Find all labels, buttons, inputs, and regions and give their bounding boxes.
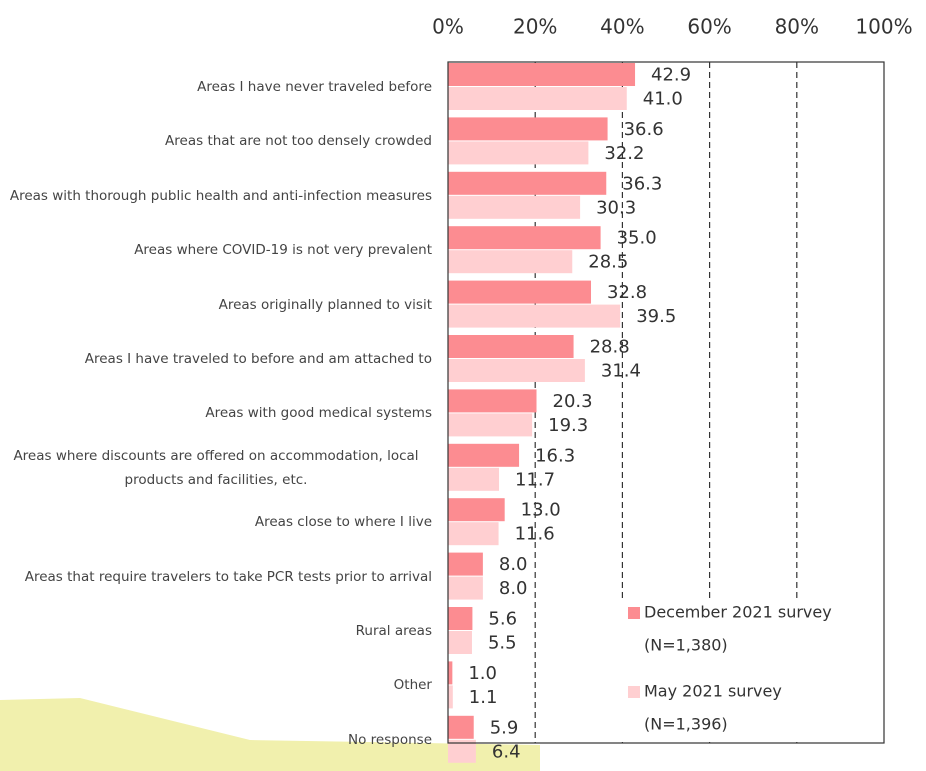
bar — [448, 141, 589, 165]
category-text: Areas originally planned to visit — [218, 296, 432, 313]
category-label: Areas where discounts are offered on acc… — [0, 444, 432, 492]
bar — [448, 552, 483, 576]
bar — [448, 522, 499, 546]
legend-swatch — [628, 686, 640, 698]
bar — [448, 117, 608, 141]
bar — [448, 359, 585, 382]
category-text: Areas I have never traveled before — [197, 79, 432, 95]
bar — [448, 739, 476, 763]
legend-label: May 2021 survey — [644, 682, 782, 701]
value-label: 28.8 — [590, 337, 630, 358]
bar — [448, 280, 592, 304]
value-label: 28.5 — [588, 252, 628, 273]
value-label: 20.3 — [553, 391, 593, 412]
category-text: Areas close to where I live — [254, 514, 432, 531]
bar — [448, 226, 601, 250]
value-label: 5.6 — [488, 609, 517, 630]
bar — [448, 87, 627, 110]
category-text: Areas with thorough public health and an… — [9, 187, 432, 204]
x-tick-label: 60% — [687, 15, 731, 39]
legend-label: December 2021 survey — [644, 603, 832, 622]
bar — [448, 685, 453, 709]
bar — [448, 443, 520, 467]
x-tick-label: 100% — [855, 15, 912, 39]
category-text: Areas with good medical systems — [205, 405, 432, 422]
category-text: Rural areas — [355, 623, 432, 639]
value-label: 6.4 — [492, 741, 521, 762]
bar — [448, 631, 472, 654]
legend-swatch — [628, 607, 640, 619]
category-text: Areas where COVID-19 is not very prevale… — [134, 242, 432, 259]
category-text: No response — [348, 731, 432, 748]
category-text: Areas that require travelers to take PCR… — [24, 568, 432, 585]
value-label: 8.0 — [499, 554, 528, 575]
value-label: 32.8 — [607, 282, 647, 303]
value-label: 32.2 — [604, 143, 644, 164]
value-label: 16.3 — [535, 445, 575, 466]
category-label: Rural areas — [0, 619, 432, 643]
category-label: Areas with thorough public health and an… — [0, 184, 432, 208]
category-text: Areas I have traveled to before and am a… — [84, 351, 432, 367]
category-text: Other — [393, 677, 432, 694]
value-label: 41.0 — [643, 89, 683, 110]
bar — [448, 661, 453, 685]
decoration — [0, 698, 540, 771]
category-text: Areas where discounts are offered on acc… — [13, 447, 419, 488]
bar — [448, 715, 474, 739]
legend-bg — [618, 598, 880, 740]
bar — [448, 304, 621, 328]
category-label: Areas I have never traveled before — [0, 75, 432, 99]
x-tick-label: 80% — [775, 15, 819, 39]
value-label: 36.3 — [622, 173, 662, 194]
value-label: 36.6 — [624, 119, 664, 140]
value-label: 1.1 — [469, 687, 498, 708]
value-label: 5.5 — [488, 633, 517, 654]
bar — [448, 607, 473, 630]
value-label: 19.3 — [548, 415, 588, 436]
bar — [448, 498, 505, 522]
value-label: 31.4 — [601, 361, 641, 382]
category-label: Areas with good medical systems — [0, 401, 432, 425]
bar — [448, 467, 500, 491]
category-label: Areas that are not too densely crowded — [0, 129, 432, 153]
value-label: 42.9 — [651, 65, 691, 86]
category-label: Areas close to where I live — [0, 510, 432, 534]
bar — [448, 63, 636, 86]
category-label: Areas I have traveled to before and am a… — [0, 347, 432, 371]
legend-sample: (N=1,396) — [644, 715, 728, 734]
value-label: 11.7 — [515, 469, 555, 490]
category-label: Areas originally planned to visit — [0, 293, 432, 317]
bar — [448, 195, 581, 219]
value-label: 30.3 — [596, 197, 636, 218]
bar — [448, 250, 573, 274]
x-tick-label: 40% — [600, 15, 644, 39]
category-label: Other — [0, 673, 432, 697]
value-label: 5.9 — [490, 717, 519, 738]
value-label: 39.5 — [636, 306, 676, 327]
category-text: Areas that are not too densely crowded — [165, 133, 432, 150]
x-tick-label: 20% — [513, 15, 557, 39]
category-label: Areas where COVID-19 is not very prevale… — [0, 238, 432, 262]
value-label: 1.0 — [468, 663, 497, 684]
value-label: 8.0 — [499, 578, 528, 599]
bar — [448, 389, 537, 413]
legend-sample: (N=1,380) — [644, 636, 728, 655]
bar — [448, 335, 574, 358]
value-label: 13.0 — [521, 500, 561, 521]
bar — [448, 171, 607, 195]
bar — [448, 576, 483, 600]
plot-frame — [447, 61, 885, 744]
value-label: 35.0 — [617, 228, 657, 249]
category-label: Areas that require travelers to take PCR… — [0, 565, 432, 589]
category-label: No response — [0, 728, 432, 752]
x-tick-label: 0% — [432, 15, 464, 39]
bar — [448, 413, 533, 437]
value-label: 11.6 — [515, 524, 555, 545]
